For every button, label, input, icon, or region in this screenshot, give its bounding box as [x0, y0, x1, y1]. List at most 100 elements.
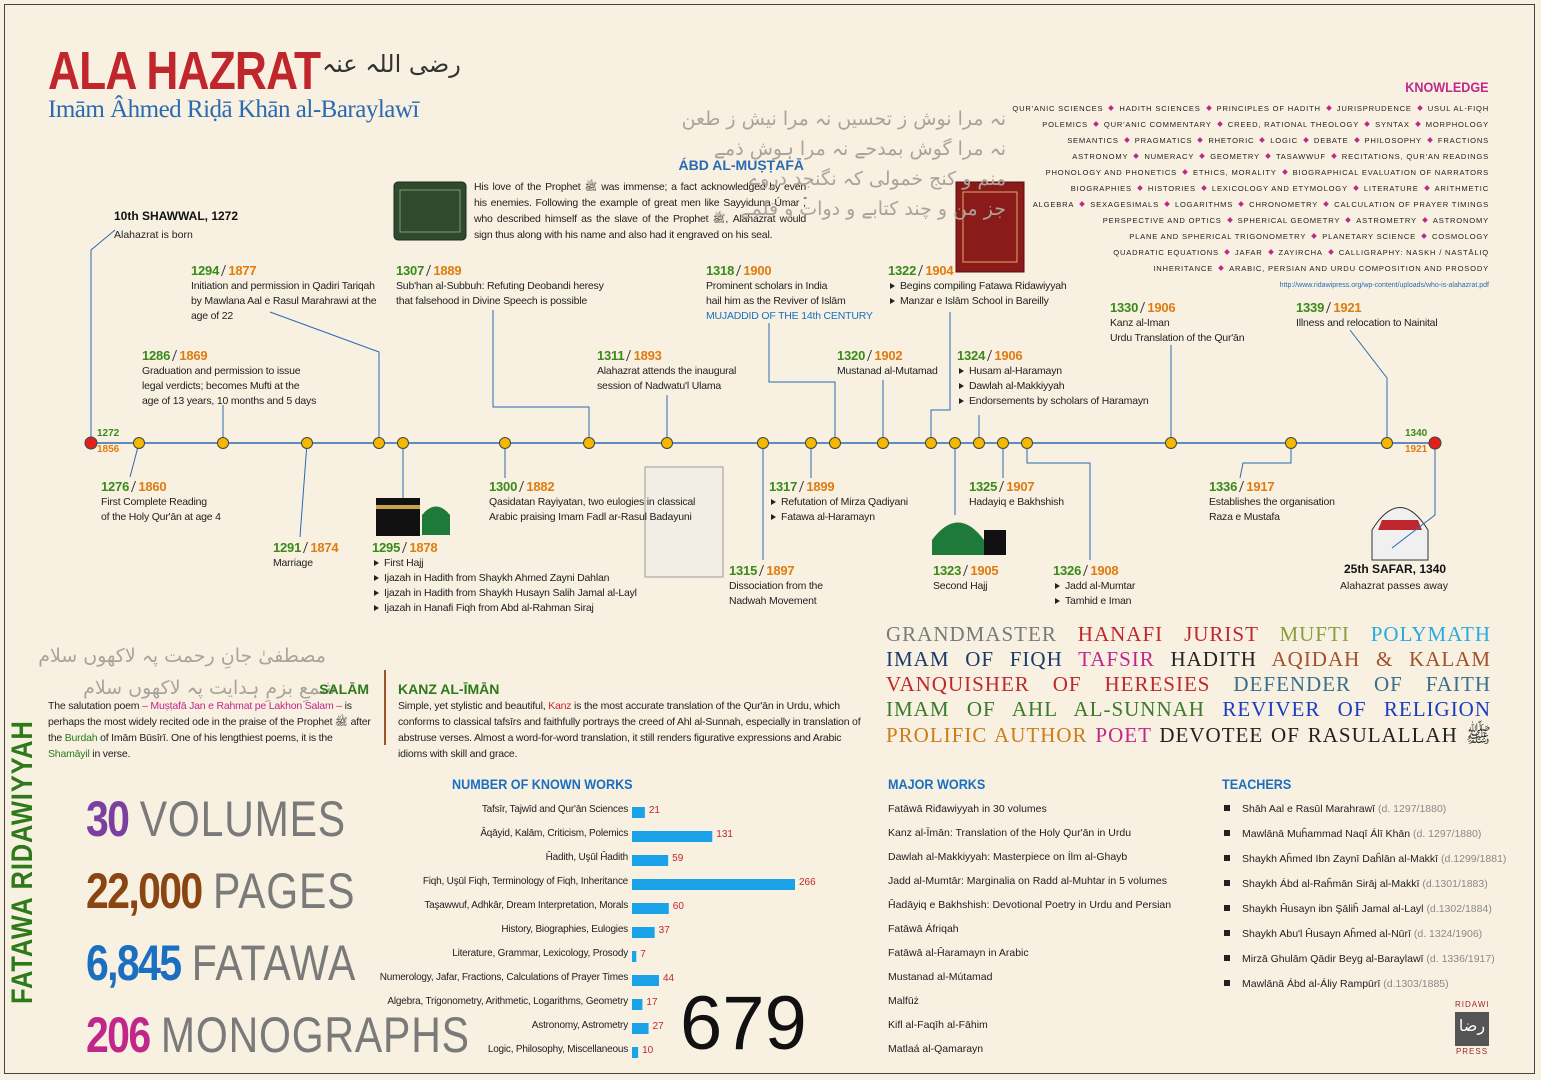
- bar: [632, 1023, 649, 1034]
- knowledge-item: PHONOLOGY AND PHONETICS: [1045, 168, 1177, 177]
- separator: [918, 265, 924, 276]
- event-text: Raza e Mustafa: [1209, 511, 1280, 523]
- teacher: Mirzā Ghulām Qādir Beyg al-Baraylawī (d.…: [1224, 953, 1495, 965]
- value-label: 27: [652, 1021, 664, 1032]
- knowledge-item: CALLIGRAPHY: NASKH / NASTĀLIQ: [1338, 248, 1489, 257]
- event-text: hail him as the Reviver of Islām: [706, 295, 846, 307]
- gregorian-year: 1874: [310, 540, 339, 555]
- connector: [90, 229, 116, 443]
- knowledge-item: POLEMICS: [1042, 120, 1088, 129]
- gregorian-year: 1902: [874, 348, 903, 363]
- shrine-image: [1371, 507, 1429, 561]
- connector: [269, 311, 380, 443]
- event-text: Initiation and permission in Qadiri Tari…: [191, 280, 375, 292]
- gregorian-year: 1905: [970, 563, 999, 578]
- separator: [759, 565, 765, 576]
- category-label: Astronomy, Astrometry: [531, 1020, 628, 1031]
- text-run: is perhaps the most widely recited ode i…: [48, 700, 371, 744]
- knowledge-item: QUR'ANIC SCIENCES: [1012, 104, 1104, 113]
- knowledge-item: LITERATURE: [1363, 184, 1419, 193]
- gregorian-year: 1869: [179, 348, 208, 363]
- event-text: age of 13 years, 10 months and 5 days: [142, 395, 317, 407]
- start-hijri: 1272: [97, 428, 120, 439]
- work: Fatāwā al-Ĥaramayn in Arabic: [888, 947, 1029, 959]
- event-label: 1276 1860 First Complete Reading of the Hol…: [101, 478, 221, 525]
- knowledge-item: ASTROMETRY: [1356, 216, 1417, 225]
- event-text: Nadwah Movement: [729, 595, 817, 607]
- event-text: Dissociation from the: [729, 580, 823, 592]
- epithet-line: PROLIFIC AUTHOR POET DEVOTEE OF RASULALL…: [886, 722, 1491, 753]
- diamond: [1164, 201, 1170, 207]
- value-label: 266: [799, 877, 816, 888]
- event-year: 1295 1878: [372, 539, 637, 556]
- diamond: [1267, 249, 1274, 255]
- event-label: 1286 1869 Graduation and permission to iss…: [142, 347, 316, 409]
- value-label: 7: [640, 949, 646, 960]
- text-run: – Muṣṭafā Jan e Rahmat pe Lakhon Salam –: [142, 700, 342, 712]
- epithet: MUFTI: [1279, 622, 1350, 646]
- separator: [999, 481, 1005, 492]
- event-year: 1325 1907: [969, 478, 1064, 495]
- epithet: PROLIFIC AUTHOR: [886, 723, 1088, 747]
- paragraph: The salutation poem – Muṣṭafā Jan e Rahm…: [48, 698, 373, 762]
- green-dome-image: [932, 522, 984, 555]
- source-link: http://www.ridawipress.org/wp-content/up…: [1279, 282, 1489, 289]
- seal-image-border: [399, 189, 461, 233]
- bullet: [1224, 830, 1230, 836]
- knowledge-line: INHERITANCE ARABIC, PERSIAN AND URDU COMP…: [1153, 264, 1489, 273]
- diamond: [1353, 137, 1360, 143]
- shrine-band: [1378, 520, 1422, 530]
- connector: [1026, 443, 1091, 560]
- diamond: [1216, 121, 1223, 127]
- separator: [963, 565, 969, 576]
- event-label: 1307 1889 Sub'han al-Subbuh: Refuting Deob…: [396, 262, 604, 309]
- honorific: رضی اللہ عنہ: [322, 50, 461, 78]
- hijri-year: 1318: [706, 263, 735, 278]
- timeline-dot: [217, 437, 229, 449]
- start-gregorian: 1856: [97, 444, 120, 455]
- knowledge-item: ARABIC, PERSIAN AND URDU COMPOSITION AND…: [1229, 264, 1489, 273]
- bar: [632, 807, 645, 818]
- event-text: of the Holy Qur'ān at age 4: [101, 511, 221, 523]
- event-label: 1330 1906 Kanz al-Iman Urdu Translation of …: [1110, 299, 1245, 346]
- timeline-dot: [973, 437, 985, 449]
- event-text: legal verdicts; becomes Mufti at the: [142, 380, 300, 392]
- knowledge-item: LEXICOLOGY AND ETYMOLOGY: [1211, 184, 1348, 193]
- chart-title: NUMBER OF KNOWN WORKS: [452, 776, 633, 792]
- diamond: [1201, 185, 1207, 191]
- bullet: [1224, 855, 1230, 861]
- gregorian-year: 1906: [1147, 300, 1176, 315]
- event-year: 1291 1874: [273, 539, 339, 556]
- separator: [303, 542, 309, 553]
- knowledge-item: LOGIC: [1270, 136, 1298, 145]
- bar: [632, 831, 713, 842]
- event-label: 1295 1878 First Hajj Ijazah in Hadith from …: [372, 539, 637, 616]
- event-text: by Mawlana Aal e Rasul Marahrawi at the: [191, 295, 377, 307]
- event-bullet: Refutation of Mirza Qadiyani: [769, 495, 908, 510]
- teacher-name: Mirzā Ghulām Qādir Beyg al-Baraylawī: [1242, 953, 1424, 965]
- knowledge-line: ALGEBRA SEXAGESIMALS LOGARITHMS CHRONOMETRY…: [1033, 200, 1489, 209]
- knowledge-item: CHRONOMETRY: [1249, 200, 1319, 209]
- knowledge-item: BIOGRAPHIES: [1070, 184, 1132, 193]
- knowledge-item: SEXAGESIMALS: [1090, 200, 1159, 209]
- teacher: Shaykh Aĥmed Ibn Zaynī Daĥlān al-Makkī (…: [1224, 853, 1506, 865]
- event-label: 1336 1917 Establishes the organisation Raza…: [1209, 478, 1335, 525]
- diamond: [1182, 169, 1188, 175]
- separator: [1326, 302, 1332, 313]
- work: Kifl al-Faqīh al-Fāhim: [888, 1019, 988, 1031]
- diamond: [1079, 201, 1086, 207]
- manuscript-image: [644, 466, 724, 578]
- bar: [632, 903, 669, 914]
- knowledge-item: FRACTIONS: [1437, 136, 1489, 145]
- timeline-end-dot: [1428, 436, 1442, 450]
- subtitle: Imām Âhmed Riḍā Khān al-Baraylawī: [48, 96, 419, 123]
- event-bullet: Endorsements by scholars of Haramayn: [957, 394, 1149, 409]
- section-title: TEACHERS: [1222, 776, 1292, 792]
- separator: [867, 350, 873, 361]
- knowledge-item: SEMANTICS: [1067, 136, 1119, 145]
- hijri-year: 1322: [888, 263, 917, 278]
- event-year: 1276 1860: [101, 478, 221, 495]
- epithet: GRANDMASTER: [886, 622, 1057, 646]
